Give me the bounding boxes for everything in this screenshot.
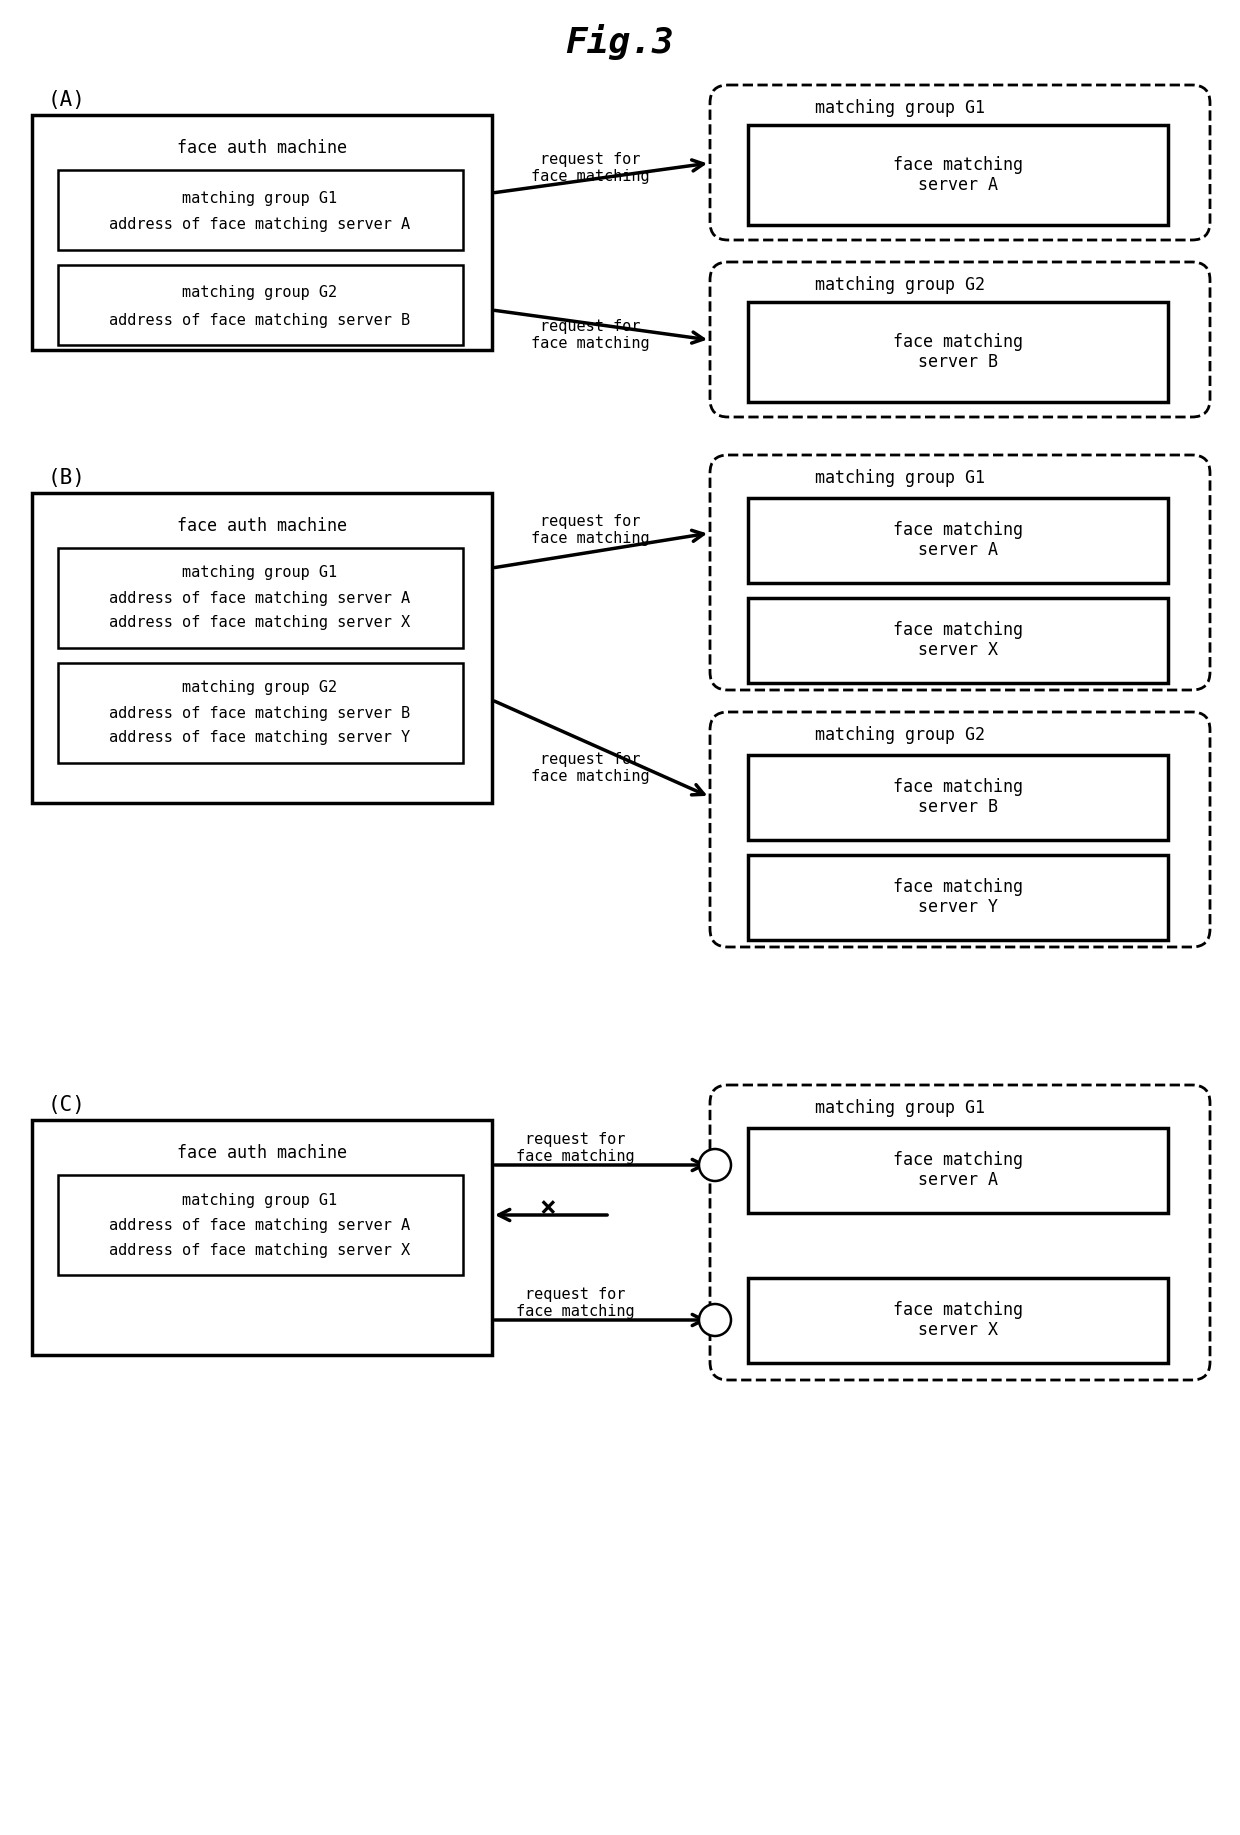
Text: ×: × <box>539 1195 557 1222</box>
Text: address of face matching server B: address of face matching server B <box>109 312 410 327</box>
Text: request for
face matching: request for face matching <box>531 514 650 547</box>
Text: matching group G1: matching group G1 <box>815 1099 985 1118</box>
Bar <box>58 264 463 345</box>
Text: matching group G1: matching group G1 <box>815 470 985 486</box>
Text: address of face matching server A: address of face matching server A <box>109 1217 410 1233</box>
Bar <box>58 1174 463 1275</box>
Text: matching group G2: matching group G2 <box>815 275 985 294</box>
Text: face auth machine: face auth machine <box>177 517 347 536</box>
Text: face matching
server A: face matching server A <box>893 156 1023 195</box>
Text: face matching
server B: face matching server B <box>893 778 1023 817</box>
Bar <box>748 1277 1168 1363</box>
Text: request for
face matching: request for face matching <box>516 1132 635 1163</box>
Bar <box>748 598 1168 683</box>
Text: address of face matching server A: address of face matching server A <box>109 591 410 606</box>
Text: face auth machine: face auth machine <box>177 1143 347 1162</box>
Text: face auth machine: face auth machine <box>177 139 347 158</box>
Text: (A): (A) <box>48 90 86 110</box>
Text: Fig.3: Fig.3 <box>565 24 675 61</box>
Text: matching group G1: matching group G1 <box>182 1193 337 1207</box>
Text: face matching
server X: face matching server X <box>893 1301 1023 1340</box>
Bar <box>58 662 463 763</box>
Text: matching group G2: matching group G2 <box>182 679 337 694</box>
Text: address of face matching server Y: address of face matching server Y <box>109 730 410 745</box>
Text: 1: 1 <box>711 1158 719 1173</box>
Text: address of face matching server X: address of face matching server X <box>109 615 410 629</box>
Bar <box>748 303 1168 402</box>
Text: matching group G1: matching group G1 <box>182 565 337 580</box>
Text: matching group G1: matching group G1 <box>815 99 985 117</box>
Bar <box>58 549 463 648</box>
Text: (B): (B) <box>48 468 86 488</box>
Text: matching group G2: matching group G2 <box>815 727 985 743</box>
Text: matching group G2: matching group G2 <box>182 286 337 301</box>
Text: request for
face matching: request for face matching <box>516 1286 635 1319</box>
Bar <box>748 1129 1168 1213</box>
Text: matching group G1: matching group G1 <box>182 191 337 206</box>
Text: face matching
server A: face matching server A <box>893 1151 1023 1189</box>
Bar <box>748 497 1168 584</box>
Bar <box>748 125 1168 226</box>
Bar <box>32 116 492 350</box>
Text: 2: 2 <box>711 1314 719 1327</box>
Bar <box>32 494 492 804</box>
FancyBboxPatch shape <box>711 1084 1210 1380</box>
Text: face matching
server B: face matching server B <box>893 332 1023 371</box>
Bar <box>32 1119 492 1354</box>
Text: request for
face matching: request for face matching <box>531 152 650 184</box>
Text: request for
face matching: request for face matching <box>531 319 650 350</box>
Circle shape <box>699 1149 732 1182</box>
Text: face matching
server X: face matching server X <box>893 620 1023 659</box>
Text: address of face matching server X: address of face matching server X <box>109 1242 410 1257</box>
Text: (C): (C) <box>48 1095 86 1116</box>
Text: face matching
server A: face matching server A <box>893 521 1023 560</box>
FancyBboxPatch shape <box>711 84 1210 240</box>
Text: face matching
server Y: face matching server Y <box>893 877 1023 916</box>
Text: address of face matching server B: address of face matching server B <box>109 705 410 721</box>
Bar <box>748 855 1168 940</box>
Text: request for
face matching: request for face matching <box>531 752 650 784</box>
Bar <box>58 171 463 250</box>
Circle shape <box>699 1305 732 1336</box>
Bar <box>748 754 1168 840</box>
FancyBboxPatch shape <box>711 262 1210 417</box>
FancyBboxPatch shape <box>711 455 1210 690</box>
Text: address of face matching server A: address of face matching server A <box>109 218 410 233</box>
FancyBboxPatch shape <box>711 712 1210 947</box>
